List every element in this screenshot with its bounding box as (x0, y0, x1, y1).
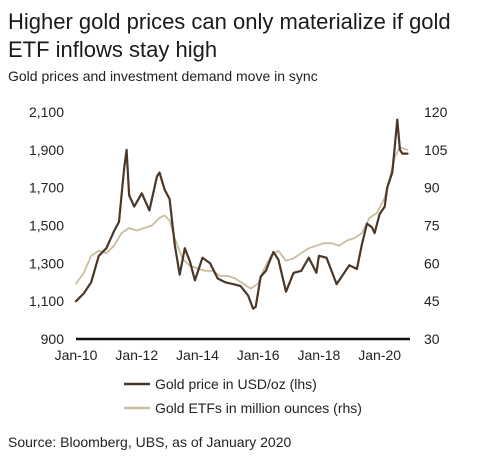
y-left-tick-label: 1,100 (29, 293, 64, 309)
y-right-tick-label: 120 (424, 104, 448, 120)
y-right-tick-label: 75 (424, 218, 440, 234)
gold-etf-line (75, 146, 409, 290)
x-tick-label: Jan-20 (358, 347, 401, 363)
x-tick-label: Jan-10 (55, 347, 98, 363)
x-tick-label: Jan-14 (176, 347, 219, 363)
x-tick-label: Jan-18 (298, 347, 341, 363)
y-right-tick-label: 45 (424, 293, 440, 309)
y-left-tick-label: 900 (41, 331, 65, 347)
x-tick-label: Jan-16 (237, 347, 280, 363)
y-left-tick-label: 1,700 (29, 180, 64, 196)
y-left-tick-label: 1,500 (29, 218, 64, 234)
y-left-tick-label: 1,900 (29, 142, 64, 158)
chart-subtitle: Gold prices and investment demand move i… (8, 68, 318, 84)
legend-label: Gold price in USD/oz (lhs) (155, 376, 317, 392)
y-right-tick-label: 90 (424, 180, 440, 196)
x-tick-label: Jan-12 (115, 347, 158, 363)
legend-label: Gold ETFs in million ounces (rhs) (155, 400, 362, 416)
y-right-tick-label: 60 (424, 255, 440, 271)
y-left-tick-label: 2,100 (29, 104, 64, 120)
y-left-tick-label: 1,300 (29, 255, 64, 271)
gold-price-line (74, 118, 409, 310)
chart-title: Higher gold prices can only materialize … (8, 9, 451, 62)
gold-chart: 2,100 1,900 1,700 1,500 1,300 1,100 900 120 105 9… (29, 104, 448, 416)
source-note: Source: Bloomberg, UBS, as of January 20… (8, 434, 292, 450)
y-right-tick-label: 30 (424, 331, 440, 347)
y-right-tick-label: 105 (424, 142, 448, 158)
